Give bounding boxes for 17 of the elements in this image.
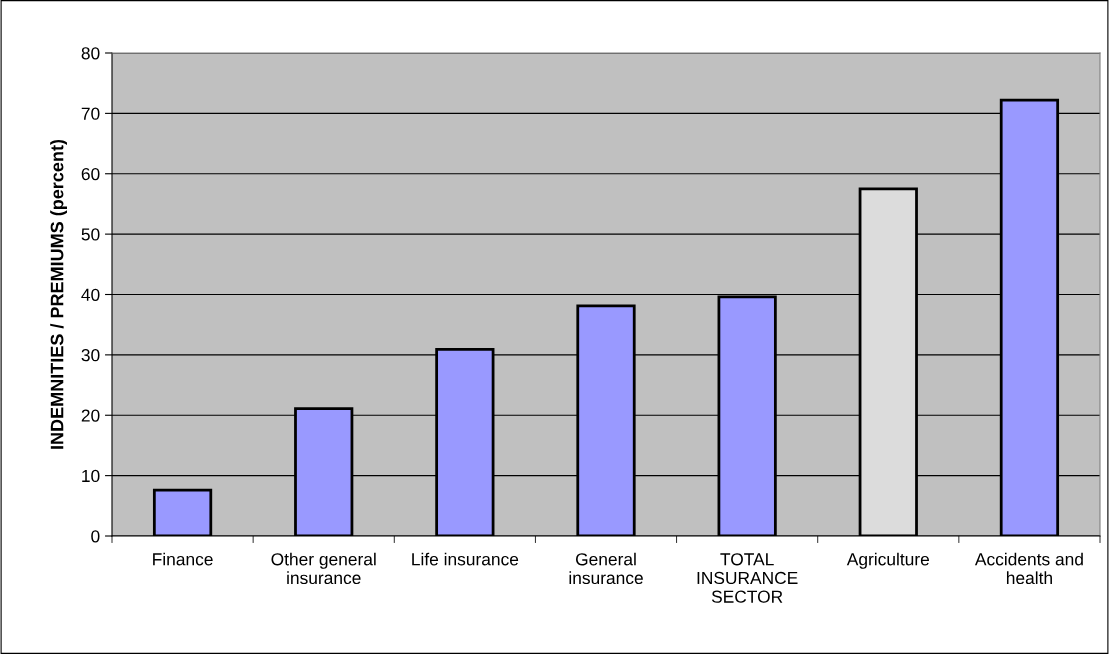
y-tick-label: 60 bbox=[81, 167, 100, 181]
y-tick-label: 10 bbox=[82, 469, 100, 483]
x-tick-label: General insurance bbox=[569, 552, 643, 585]
y-tick-label: 40 bbox=[81, 288, 100, 301]
y-tick-label: 50 bbox=[81, 228, 100, 241]
y-tick-label: 70 bbox=[81, 107, 100, 120]
y-axis-title: INDEMNITIES / PREMIUMS (percent) bbox=[50, 139, 67, 449]
x-tick-label: Accidents and health bbox=[974, 552, 1083, 585]
y-tick-label: 30 bbox=[81, 349, 100, 362]
x-tick-label: Agriculture bbox=[846, 552, 930, 569]
y-tick-label: 20 bbox=[81, 409, 100, 422]
x-tick-label: Finance bbox=[153, 552, 213, 566]
x-tick-label: Other general insurance bbox=[271, 552, 376, 585]
y-tick-label: 0 bbox=[91, 530, 100, 543]
x-tick-label: TOTAL INSURANCE SECTOR bbox=[697, 553, 798, 603]
y-tick-label: 80 bbox=[81, 47, 100, 60]
x-tick-label: Life insurance bbox=[412, 552, 519, 566]
